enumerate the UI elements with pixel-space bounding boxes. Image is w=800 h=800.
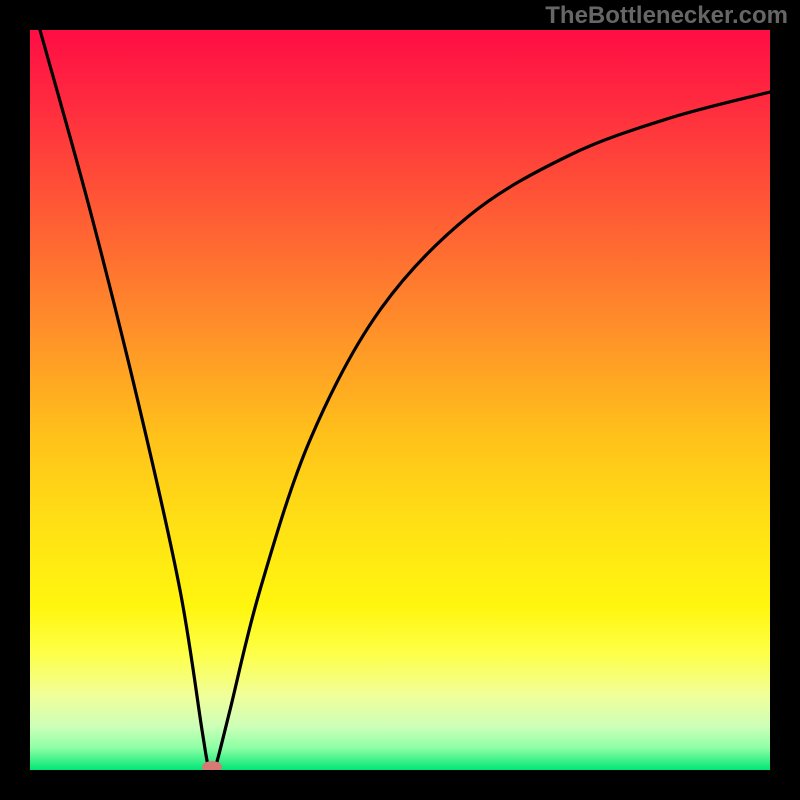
gradient-background (30, 30, 770, 770)
plot-area (30, 30, 770, 770)
bottleneck-chart-svg (30, 30, 770, 770)
watermark-label: TheBottlenecker.com (545, 2, 788, 30)
chart-frame: TheBottlenecker.com (0, 0, 800, 800)
